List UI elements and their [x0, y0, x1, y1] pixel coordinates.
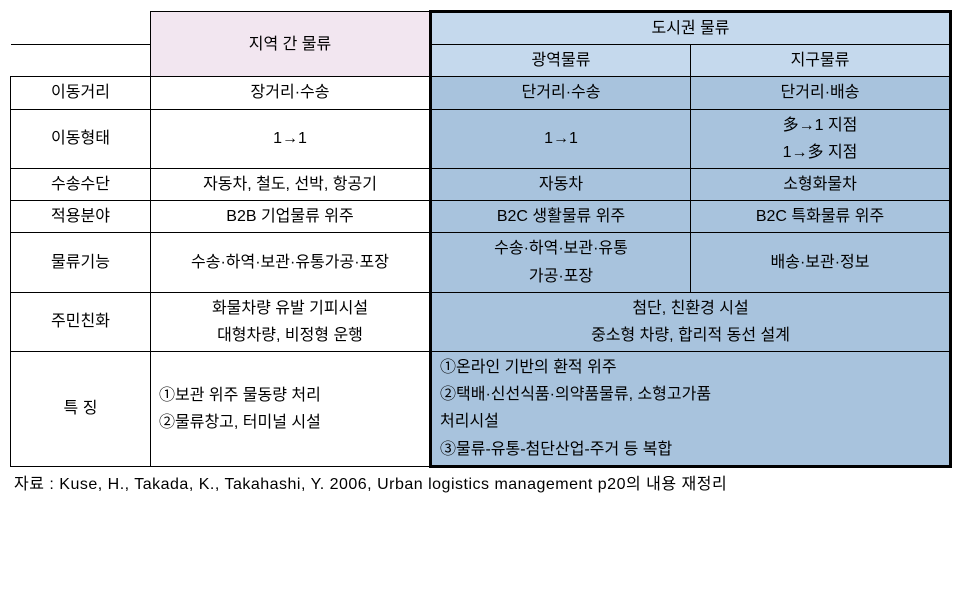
- cell-means-wide: 자동차: [431, 168, 691, 200]
- header-blank-2: [11, 45, 151, 77]
- cell-friendly-urban: 첨단, 친환경 시설중소형 차량, 합리적 동선 설계: [431, 292, 951, 351]
- cell-means-inter: 자동차, 철도, 선박, 항공기: [151, 168, 431, 200]
- cell-form-inter: 1→1: [151, 109, 431, 168]
- source-citation: 자료 : Kuse, H., Takada, K., Takahashi, Y.…: [10, 468, 951, 494]
- cell-features-inter: ①보관 위주 물동량 처리②물류창고, 터미널 시설: [151, 352, 431, 467]
- row-label-friendly: 주민친화: [11, 292, 151, 351]
- header-inter-regional: 지역 간 물류: [151, 12, 431, 77]
- logistics-comparison-table: 지역 간 물류 도시권 물류 광역물류 지구물류 이동거리 장거리·수송 단거리…: [10, 10, 952, 468]
- cell-friendly-inter: 화물차량 유발 기피시설대형차량, 비정형 운행: [151, 292, 431, 351]
- header-urban-wide: 광역물류: [431, 45, 691, 77]
- cell-form-local: 多→1 지점1→多 지점: [691, 109, 951, 168]
- header-blank: [11, 12, 151, 45]
- cell-distance-inter: 장거리·수송: [151, 77, 431, 109]
- header-urban-local: 지구물류: [691, 45, 951, 77]
- cell-field-local: B2C 특화물류 위주: [691, 201, 951, 233]
- cell-distance-local: 단거리·배송: [691, 77, 951, 109]
- row-label-form: 이동형태: [11, 109, 151, 168]
- row-label-means: 수송수단: [11, 168, 151, 200]
- cell-features-urban: ①온라인 기반의 환적 위주②택배·신선식품·의약품물류, 소형고가품처리시설③…: [431, 352, 951, 467]
- row-label-function: 물류기능: [11, 233, 151, 292]
- row-label-distance: 이동거리: [11, 77, 151, 109]
- cell-form-wide: 1→1: [431, 109, 691, 168]
- row-label-field: 적용분야: [11, 201, 151, 233]
- cell-field-wide: B2C 생활물류 위주: [431, 201, 691, 233]
- row-label-features: 특 징: [11, 352, 151, 467]
- header-urban-group: 도시권 물류: [431, 12, 951, 45]
- cell-distance-wide: 단거리·수송: [431, 77, 691, 109]
- cell-function-wide: 수송·하역·보관·유통가공·포장: [431, 233, 691, 292]
- cell-means-local: 소형화물차: [691, 168, 951, 200]
- cell-field-inter: B2B 기업물류 위주: [151, 201, 431, 233]
- cell-function-local: 배송·보관·정보: [691, 233, 951, 292]
- cell-function-inter: 수송·하역·보관·유통가공·포장: [151, 233, 431, 292]
